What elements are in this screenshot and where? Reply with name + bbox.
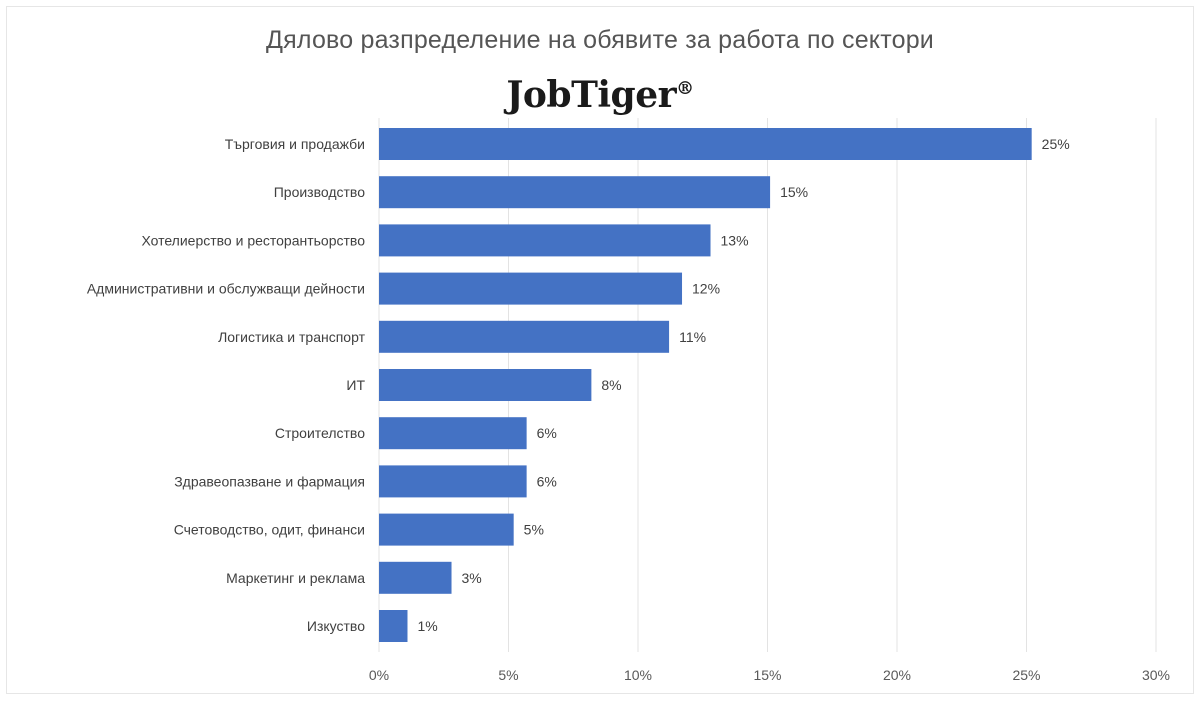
value-label: 3%: [462, 570, 482, 586]
x-axis-ticks: 0% 5% 10% 15% 20% 25% 30%: [369, 667, 1170, 683]
category-label: Производство: [274, 184, 365, 200]
bar: [379, 369, 592, 401]
chart-title: Дялово разпределение на обявите за работ…: [266, 26, 934, 54]
value-label: 5%: [524, 522, 544, 538]
bar: [379, 320, 670, 353]
value-label: 6%: [537, 425, 557, 441]
category-label: Изкуство: [307, 618, 365, 634]
category-label: Логистика и транспорт: [218, 329, 366, 345]
brand-name: JobTiger: [506, 74, 677, 116]
x-tick-label: 30%: [1142, 667, 1170, 683]
x-tick-label: 0%: [369, 667, 389, 683]
x-tick-label: 15%: [753, 667, 781, 683]
value-labels: 25% 15% 13% 12% 11% 8% 6% 6% 5% 3% 1%: [417, 136, 1069, 634]
x-tick-label: 5%: [498, 667, 518, 683]
bar: [379, 176, 771, 209]
value-label: 1%: [417, 618, 437, 634]
category-label: Здравеопазване и фармация: [174, 473, 365, 489]
bar: [379, 610, 408, 642]
x-tick-label: 10%: [624, 667, 652, 683]
bar: [379, 513, 514, 546]
bar: [379, 224, 711, 257]
category-label: Административни и обслужващи дейности: [87, 281, 365, 297]
category-label: Счетоводство, одит, финанси: [174, 522, 365, 538]
category-label: Строителство: [275, 425, 365, 441]
category-label: ИТ: [346, 377, 365, 393]
category-label: Хотелиерство и ресторантьорство: [141, 232, 365, 248]
category-label: Маркетинг и реклама: [226, 570, 365, 586]
bar: [379, 417, 527, 450]
bar: [379, 128, 1032, 160]
value-label: 8%: [601, 377, 621, 393]
x-tick-label: 20%: [883, 667, 911, 683]
category-label: Търговия и продажби: [225, 136, 365, 152]
bars: [379, 128, 1032, 642]
value-label: 15%: [780, 184, 808, 200]
value-label: 11%: [679, 329, 706, 345]
bar: [379, 561, 452, 594]
registered-mark: ®: [676, 78, 694, 99]
x-tick-label: 25%: [1012, 667, 1040, 683]
category-labels: Търговия и продажби Производство Хотелиерс…: [87, 136, 366, 634]
value-label: 6%: [537, 473, 557, 489]
value-label: 25%: [1042, 136, 1070, 152]
brand-logo: JobTiger®: [0, 74, 1200, 116]
bar: [379, 272, 683, 305]
bar: [379, 465, 527, 498]
value-label: 13%: [721, 232, 749, 248]
value-label: 12%: [692, 281, 720, 297]
